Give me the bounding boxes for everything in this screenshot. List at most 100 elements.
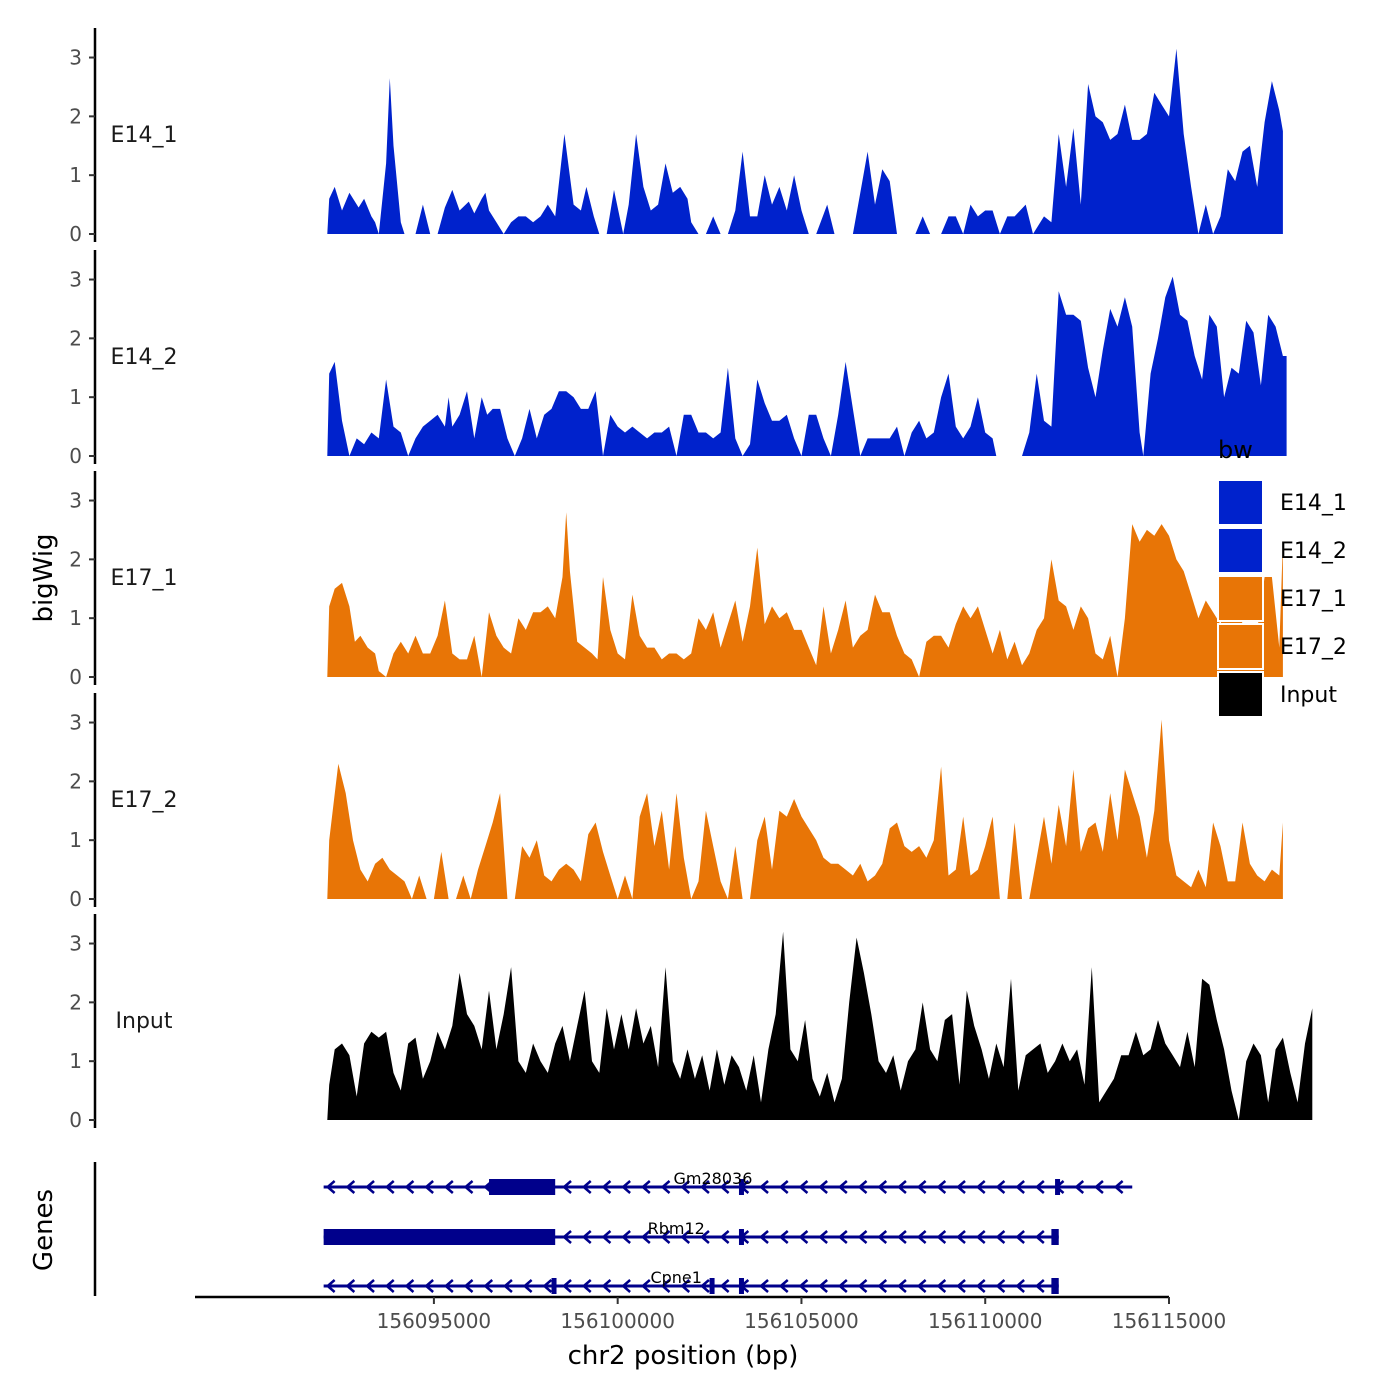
coverage-tracks: 0 1 2 3 E14_1 0 1 2 3 E14_2 0 1 2 3 E17_1 0 1 2 3 E17_2 0 1 2 3…: [69, 28, 1313, 1132]
strand-arrow: [621, 1230, 631, 1244]
strand-arrow: [857, 1230, 868, 1244]
strand-arrow: [640, 1180, 651, 1194]
y-tick-label: 1: [69, 606, 82, 630]
strand-arrow: [581, 1279, 592, 1293]
strand-arrow: [1113, 1180, 1124, 1194]
strand-arrow: [857, 1180, 868, 1194]
y-tick-label: 1: [69, 385, 82, 409]
coverage-area-E14_1: [327, 48, 1283, 235]
strand-arrow: [778, 1180, 789, 1194]
y-tick-label: 2: [69, 990, 82, 1014]
genes-axis-title: Genes: [29, 1189, 59, 1271]
y-tick-label: 3: [69, 268, 82, 292]
y-tick-label: 0: [69, 1108, 82, 1132]
strand-arrow: [542, 1279, 553, 1293]
strand-arrow: [877, 1230, 888, 1244]
coverage-area-Input: [327, 931, 1313, 1120]
x-axis: 156095000 156100000 156105000 156110000 1561…: [195, 1295, 1227, 1333]
gene-name-label: Cpne1: [650, 1268, 702, 1287]
strand-arrow: [660, 1180, 671, 1194]
y-tick-label: 2: [69, 769, 82, 793]
strand-arrow: [325, 1279, 336, 1293]
strand-arrow: [818, 1180, 828, 1194]
legend: bw E14_1 E14_2 E17_1 E17_2 Input: [1217, 436, 1347, 718]
strand-arrow: [680, 1279, 691, 1293]
strand-arrow: [424, 1180, 434, 1194]
legend-label-E14_1: E14_1: [1280, 491, 1347, 516]
strand-arrow: [975, 1230, 986, 1244]
strand-arrow: [897, 1180, 907, 1194]
strand-arrow: [956, 1279, 966, 1293]
x-axis-title: chr2 position (bp): [568, 1341, 799, 1371]
strand-arrow: [621, 1279, 631, 1293]
strand-arrow: [936, 1279, 947, 1293]
strand-arrow: [778, 1279, 789, 1293]
strand-arrow: [1015, 1230, 1025, 1244]
strand-arrow: [956, 1230, 966, 1244]
strand-arrow: [837, 1180, 848, 1194]
gene-track: Gm28036 Rbm12 Cpne1: [93, 1162, 1133, 1296]
strand-arrow: [404, 1180, 415, 1194]
strand-arrow: [837, 1230, 848, 1244]
track-label: E17_2: [111, 788, 178, 813]
strand-arrow: [384, 1279, 395, 1293]
y-tick-label: 3: [69, 46, 82, 70]
strand-arrow: [877, 1279, 888, 1293]
strand-arrow: [700, 1279, 710, 1293]
strand-arrow: [365, 1180, 375, 1194]
strand-arrow: [562, 1180, 572, 1194]
strand-arrow: [601, 1279, 612, 1293]
gene-Rbm12: Rbm12: [323, 1219, 1059, 1245]
strand-arrow: [680, 1180, 691, 1194]
y-tick-label: 3: [69, 489, 82, 513]
strand-arrow: [562, 1230, 572, 1244]
strand-arrow: [857, 1279, 868, 1293]
strand-arrow: [463, 1279, 474, 1293]
strand-arrow: [601, 1230, 612, 1244]
strand-arrow: [877, 1180, 888, 1194]
track-label: E17_1: [111, 566, 178, 591]
strand-arrow: [719, 1230, 730, 1244]
strand-arrow: [503, 1279, 513, 1293]
coverage-area-E17_2: [327, 719, 1283, 899]
y-tick-label: 2: [69, 326, 82, 350]
legend-swatch-E17_2: [1217, 623, 1264, 670]
strand-arrow: [365, 1279, 375, 1293]
legend-title: bw: [1218, 436, 1253, 464]
legend-label-E17_1: E17_1: [1280, 587, 1347, 612]
track-label: E14_1: [111, 123, 178, 148]
legend-label-Input: Input: [1280, 683, 1337, 708]
gene-exon: [738, 1179, 744, 1195]
strand-arrow: [798, 1230, 809, 1244]
gene-exon: [738, 1278, 744, 1294]
gene-exon: [738, 1229, 744, 1245]
strand-arrow: [660, 1279, 671, 1293]
strand-arrow: [1094, 1180, 1104, 1194]
track-panel-Input: 0 1 2 3 Input: [69, 914, 1313, 1132]
strand-arrow: [818, 1230, 828, 1244]
gene-exon: [551, 1278, 557, 1294]
coverage-area-E14_2: [327, 276, 1287, 456]
y-tick-label: 0: [69, 665, 82, 689]
strand-arrow: [483, 1279, 494, 1293]
strand-arrow: [463, 1180, 474, 1194]
y-axis-title: bigWig: [29, 533, 59, 622]
strand-arrow: [995, 1279, 1006, 1293]
strand-arrow: [680, 1230, 691, 1244]
gene-name-label: Rbm12: [648, 1219, 705, 1238]
gene-exon: [1051, 1278, 1059, 1294]
x-tick-label: 156115000: [1112, 1309, 1227, 1333]
y-tick-label: 0: [69, 444, 82, 468]
strand-arrow: [700, 1180, 710, 1194]
strand-arrow: [798, 1279, 809, 1293]
strand-arrow: [1034, 1279, 1045, 1293]
strand-arrow: [640, 1279, 651, 1293]
strand-arrow: [1015, 1180, 1025, 1194]
y-tick-label: 3: [69, 932, 82, 956]
legend-label-E17_2: E17_2: [1280, 635, 1347, 660]
track-label: Input: [116, 1009, 173, 1034]
strand-arrow: [700, 1230, 710, 1244]
coverage-area-E17_1: [327, 512, 1283, 677]
strand-arrow: [384, 1180, 395, 1194]
